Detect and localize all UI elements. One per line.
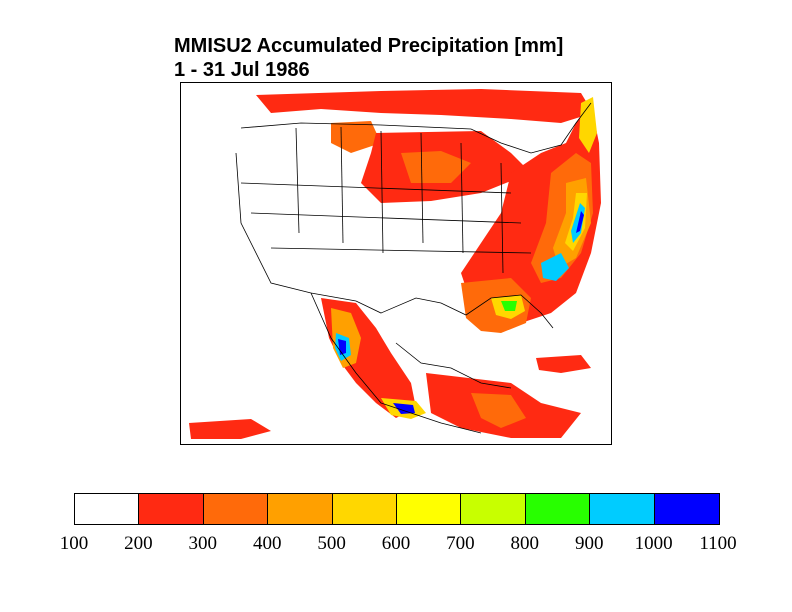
legend-swatch [654, 494, 719, 524]
legend-tick-label: 300 [188, 533, 218, 554]
legend-swatch [268, 494, 333, 524]
legend-tick-label: 800 [510, 533, 540, 554]
map-canvas [189, 89, 601, 439]
map-title: MMISU2 Accumulated Precipitation [mm] 1 … [174, 34, 563, 82]
legend-swatch [139, 494, 204, 524]
title-line-1: MMISU2 Accumulated Precipitation [mm] [174, 35, 564, 57]
legend-tick-label: 1000 [634, 533, 673, 554]
legend-swatch [590, 494, 655, 524]
legend-swatch [396, 494, 462, 524]
legend-tick-label: 200 [124, 533, 153, 554]
legend-swatch [461, 494, 526, 524]
legend-tick-label: 900 [574, 533, 604, 554]
legend-tick-label: 100 [59, 533, 89, 554]
legend-tick-labels: 100 200 300 400 500 600 700 800 900 1000 1100 [40, 533, 760, 557]
legend-tick-label: 700 [446, 533, 475, 554]
precip-band-mexico [189, 298, 591, 439]
legend-swatch [75, 494, 140, 524]
precipitation-map [180, 82, 612, 445]
title-line-2: 1 - 31 Jul 1986 [174, 59, 310, 81]
color-legend [74, 493, 720, 525]
legend-tick-label: 500 [317, 533, 346, 554]
precip-band-northern [256, 89, 593, 203]
precip-band-east [461, 97, 601, 323]
legend-tick-label: 400 [252, 533, 282, 554]
legend-swatch [525, 494, 591, 524]
legend-swatch [332, 494, 397, 524]
boundary-lines [235, 102, 592, 434]
precip-band-gulf [461, 253, 569, 333]
legend-swatch [203, 494, 269, 524]
legend-tick-label: 600 [381, 533, 411, 554]
legend-tick-label: 1100 [699, 533, 737, 554]
